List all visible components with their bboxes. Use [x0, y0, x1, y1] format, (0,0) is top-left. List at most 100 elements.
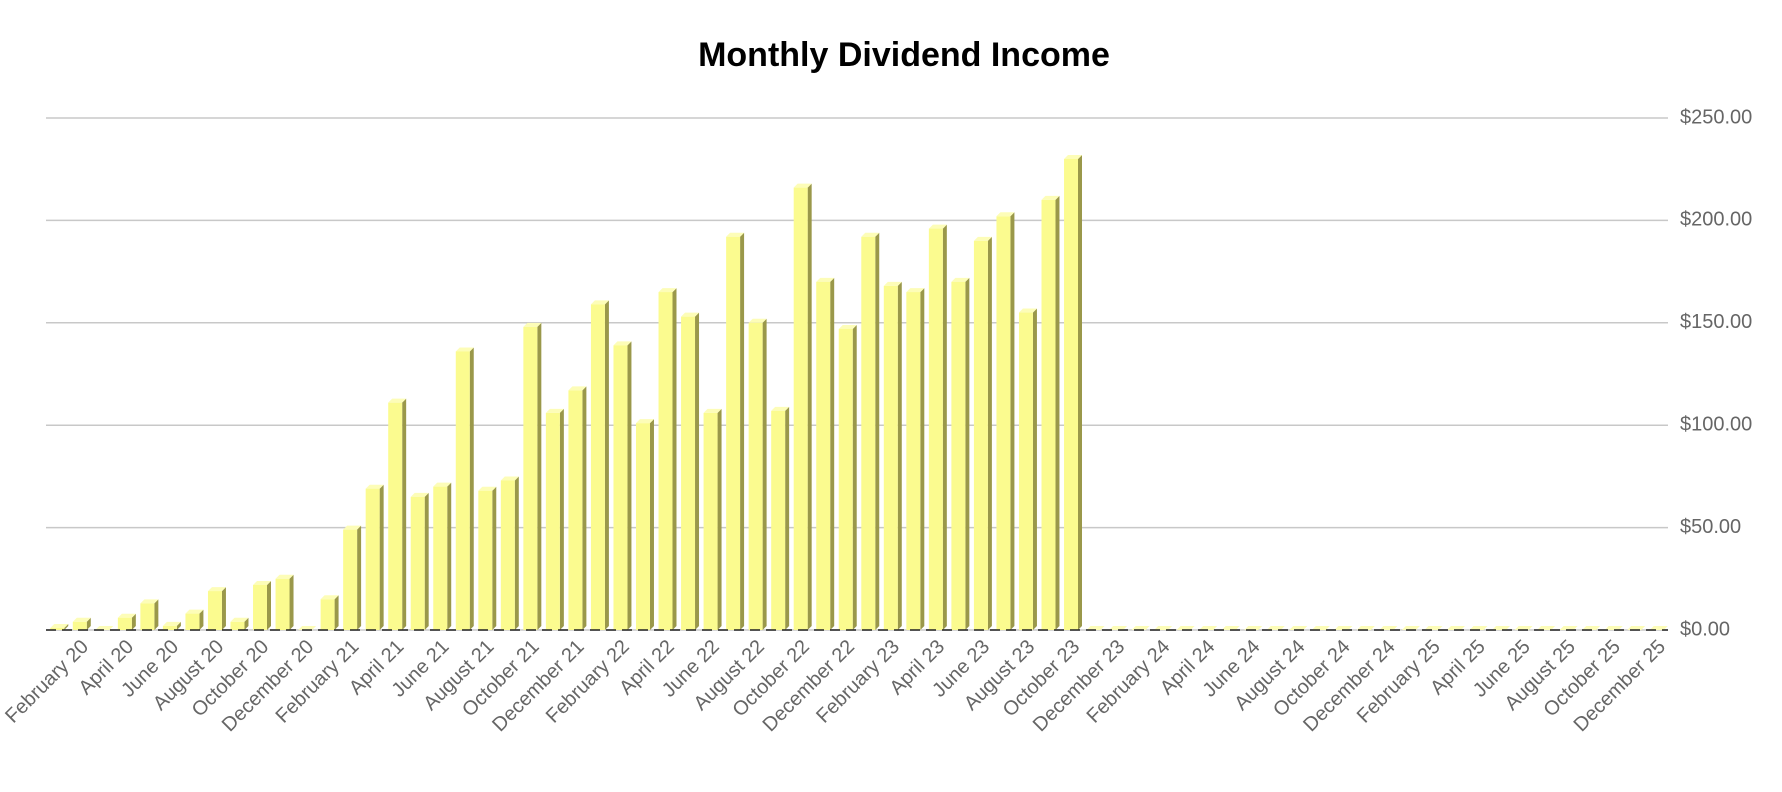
- bar-top: [816, 277, 835, 282]
- y-tick-label: $0.00: [1680, 618, 1730, 640]
- bar: [883, 285, 898, 630]
- bar-side: [559, 408, 564, 630]
- bar-side: [199, 609, 204, 630]
- bar-side: [469, 347, 474, 630]
- bar-side: [1077, 154, 1082, 630]
- bar: [433, 486, 448, 630]
- bar: [681, 316, 696, 630]
- bar-top: [1649, 626, 1668, 630]
- bar-side: [379, 484, 384, 630]
- bar: [906, 292, 921, 630]
- bar: [185, 613, 200, 630]
- bar-side: [987, 236, 992, 630]
- bar-top: [1086, 626, 1105, 630]
- bar-side: [131, 613, 136, 630]
- bar-side: [244, 617, 249, 630]
- bar: [388, 402, 403, 630]
- bar-top: [1379, 626, 1398, 630]
- bar-top: [1604, 626, 1623, 630]
- bar-top: [1244, 626, 1263, 630]
- bar-top: [1356, 626, 1375, 630]
- bar: [1018, 312, 1033, 630]
- bar-top: [883, 281, 902, 286]
- bar-top: [1424, 626, 1443, 630]
- bar-top: [928, 224, 947, 229]
- bar-side: [221, 587, 226, 630]
- bar-top: [320, 595, 339, 600]
- bar-top: [1131, 626, 1150, 630]
- bar-top: [906, 288, 925, 293]
- bar-top: [703, 408, 722, 413]
- y-tick-label: $150.00: [1680, 311, 1752, 333]
- bar: [1064, 158, 1078, 630]
- bar-top: [1199, 626, 1218, 630]
- y-tick-label: $50.00: [1680, 516, 1741, 538]
- bar-side: [762, 318, 767, 630]
- bar: [816, 281, 831, 630]
- bar-side: [492, 486, 497, 630]
- bar-side: [402, 398, 407, 630]
- bar: [996, 216, 1011, 630]
- bar-top: [1041, 195, 1060, 200]
- bar-top: [1514, 626, 1533, 630]
- bar: [410, 496, 425, 630]
- bar-top: [117, 613, 136, 618]
- bar-top: [253, 580, 271, 585]
- bar-top: [973, 236, 992, 241]
- bar-top: [658, 288, 677, 293]
- bar-side: [830, 277, 835, 630]
- bar-top: [230, 617, 249, 622]
- bar: [230, 621, 245, 630]
- bar-top: [478, 486, 497, 491]
- bar-top: [1266, 626, 1285, 630]
- bar-top: [1559, 626, 1578, 630]
- bar-side: [942, 224, 947, 631]
- bar-top: [545, 408, 564, 413]
- bar-side: [897, 281, 902, 630]
- bar-side: [604, 300, 609, 630]
- bar: [861, 236, 876, 630]
- bar-top: [185, 609, 204, 614]
- bar-top: [771, 406, 790, 411]
- bar-top: [50, 623, 69, 628]
- bar: [748, 322, 763, 630]
- bar-top: [162, 621, 181, 626]
- bar: [343, 529, 358, 630]
- bar: [928, 228, 943, 631]
- bar-side: [1010, 212, 1015, 630]
- bar-side: [424, 492, 429, 630]
- bar: [253, 584, 267, 630]
- bar: [478, 490, 493, 630]
- bar: [793, 187, 808, 630]
- bar: [523, 326, 538, 630]
- bar-side: [695, 312, 700, 630]
- bar: [838, 328, 853, 630]
- bar-side: [965, 277, 970, 630]
- bar-top: [748, 318, 767, 323]
- y-tick-label: $200.00: [1680, 209, 1752, 231]
- bar-top: [861, 232, 880, 237]
- bar-top: [590, 300, 609, 305]
- bar: [658, 292, 673, 630]
- bar: [951, 281, 966, 630]
- bar-top: [433, 482, 452, 487]
- bar-top: [568, 386, 587, 391]
- bar: [455, 351, 470, 630]
- bar-top: [95, 626, 114, 630]
- bar-side: [627, 341, 632, 630]
- bar-side: [334, 595, 339, 630]
- bar: [50, 627, 65, 630]
- bar-top: [365, 484, 384, 489]
- bar-side: [807, 183, 812, 630]
- bar-side: [717, 408, 722, 630]
- bar: [636, 423, 650, 630]
- bar-top: [207, 587, 226, 592]
- bar: [72, 621, 87, 630]
- bar-top: [140, 599, 159, 604]
- bar-top: [1154, 626, 1173, 630]
- y-tick-label: $250.00: [1680, 106, 1752, 128]
- bar-top: [951, 277, 970, 282]
- bar-side: [514, 476, 519, 630]
- bar-top: [1492, 626, 1511, 630]
- bar-top: [1401, 626, 1420, 630]
